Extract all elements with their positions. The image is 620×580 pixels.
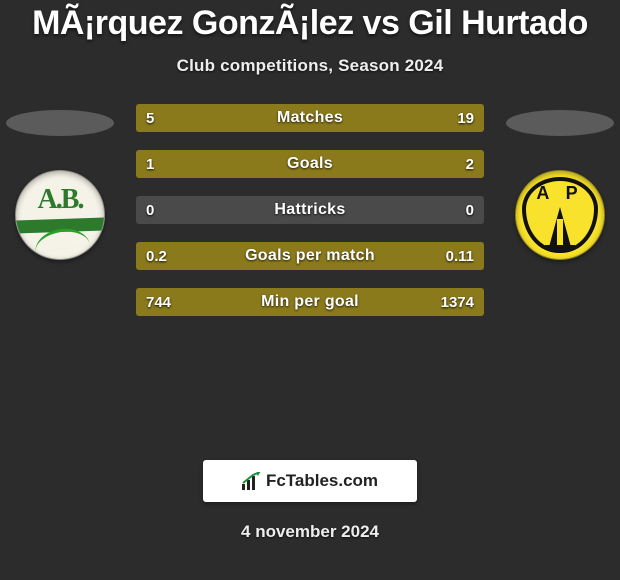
left-team-badge: A.B.: [15, 170, 105, 260]
stat-row: 519Matches: [136, 104, 484, 132]
stat-row: 00Hattricks: [136, 196, 484, 224]
stats-table: 519Matches 12Goals 00Hattricks 0.20.11Goals…: [136, 104, 484, 334]
page-title: MÃ¡rquez GonzÃ¡lez vs Gil Hurtado: [0, 4, 620, 43]
left-badge-initials: A.B.: [16, 171, 104, 218]
stat-label: Min per goal: [136, 288, 484, 316]
stat-label: Hattricks: [136, 196, 484, 224]
fctables-branding[interactable]: FcTables.com: [203, 460, 417, 502]
comparison-card: MÃ¡rquez GonzÃ¡lez vs Gil Hurtado Club c…: [0, 0, 620, 580]
date-label: 4 november 2024: [0, 522, 620, 542]
subtitle: Club competitions, Season 2024: [0, 56, 620, 76]
stat-label: Goals: [136, 150, 484, 178]
stat-label: Goals per match: [136, 242, 484, 270]
body-area: A.B. 519Matches 12Goals 00Hattricks 0.20.11…: [0, 104, 620, 454]
right-badge-initials: A P: [516, 183, 604, 204]
stat-label: Matches: [136, 104, 484, 132]
right-team-column: A P: [500, 104, 620, 260]
right-team-oval: [506, 110, 614, 136]
left-team-oval: [6, 110, 114, 136]
stat-row: 12Goals: [136, 150, 484, 178]
stat-row: 0.20.11Goals per match: [136, 242, 484, 270]
left-team-column: A.B.: [0, 104, 120, 260]
stat-row: 7441374Min per goal: [136, 288, 484, 316]
right-team-badge: A P: [515, 170, 605, 260]
fctables-logo-text: FcTables.com: [266, 471, 378, 491]
fctables-logo-icon: [242, 472, 262, 490]
